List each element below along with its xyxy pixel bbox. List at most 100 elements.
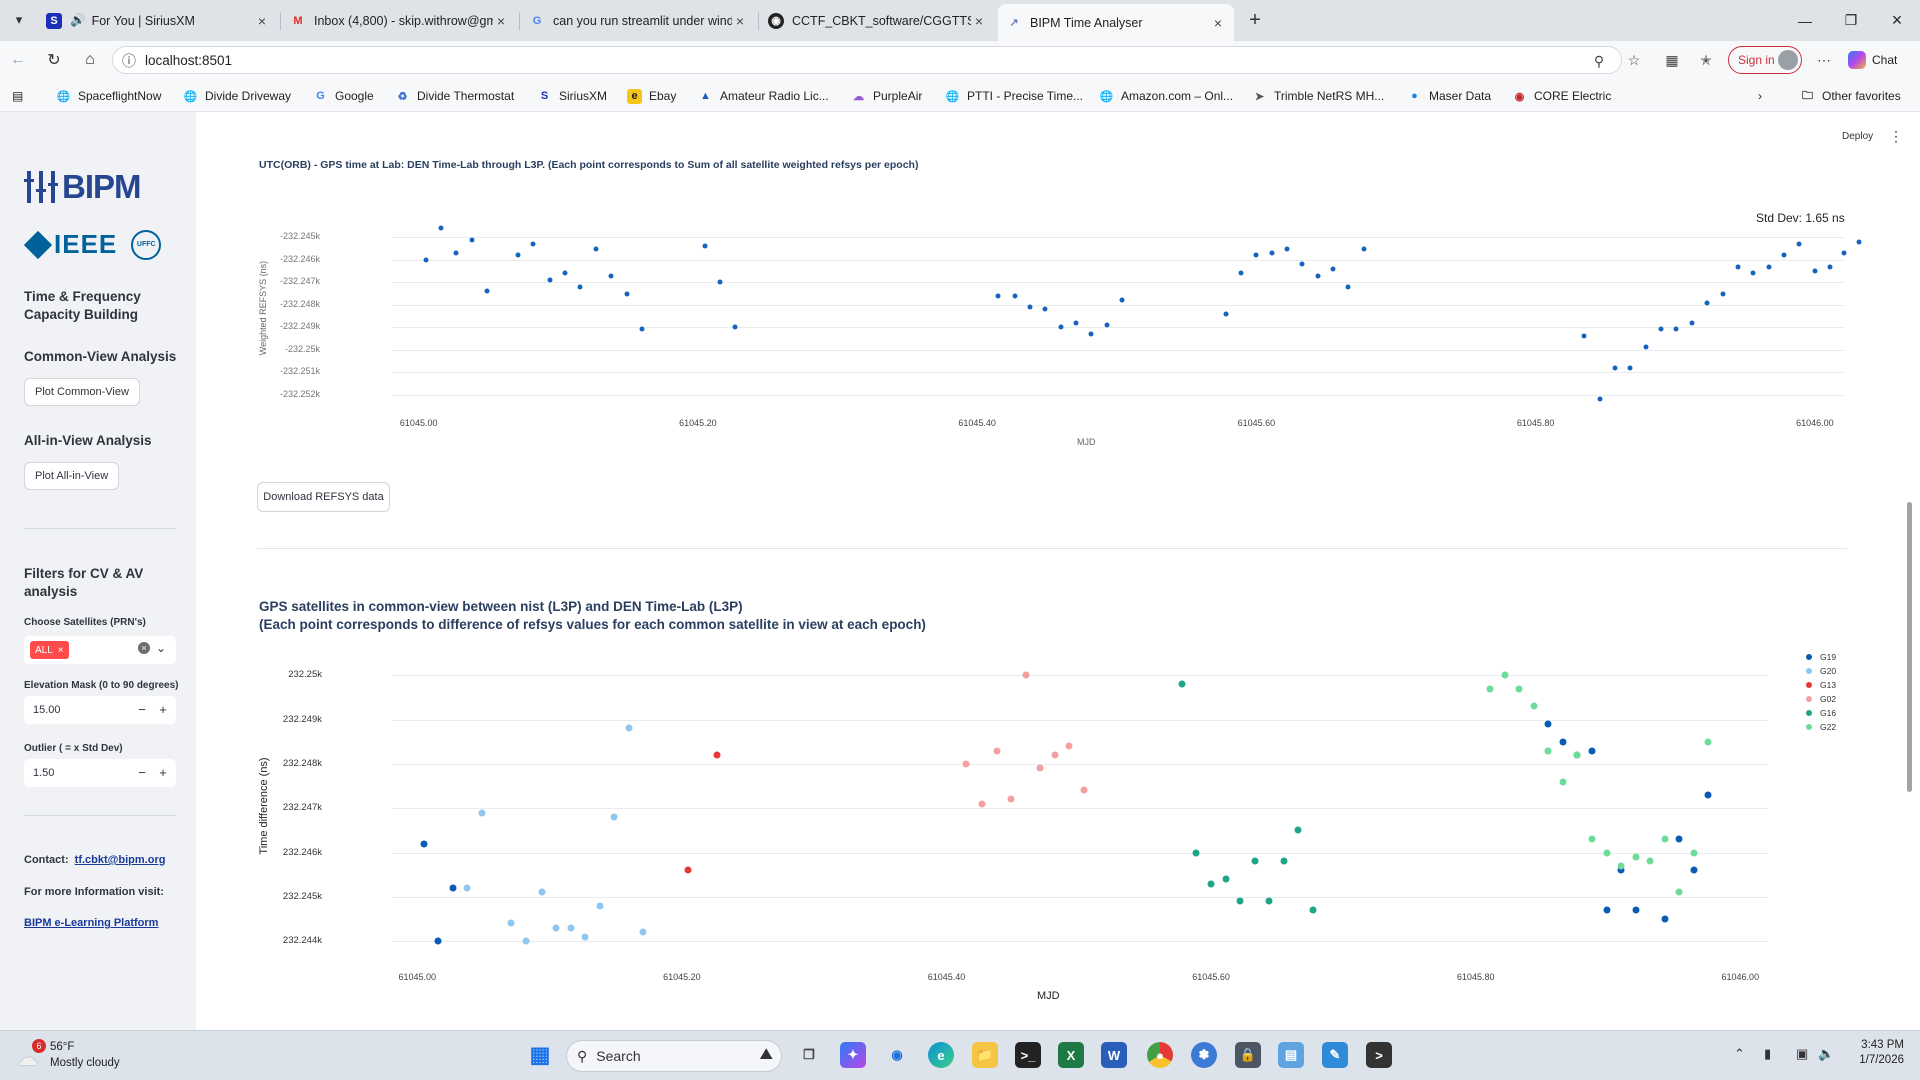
- chart2-point-g22: [1675, 888, 1683, 896]
- elevation-mask-label: Elevation Mask (0 to 90 degrees): [24, 680, 179, 691]
- chart1-point: [1238, 270, 1244, 276]
- favorites-icon[interactable]: ✭: [1700, 51, 1712, 68]
- home-icon[interactable]: ⌂: [85, 51, 95, 68]
- restore-button[interactable]: ❐: [1844, 12, 1858, 28]
- bookmark-divide-thermostat[interactable]: ♻ Divide Thermostat: [395, 87, 515, 105]
- increment-button[interactable]: +: [159, 702, 167, 717]
- cmd-icon[interactable]: >: [1366, 1042, 1392, 1068]
- chart2-point-g20: [581, 933, 589, 941]
- chart1-point: [593, 246, 599, 252]
- download-refsys-button[interactable]: Download REFSYS data: [257, 482, 390, 512]
- chevron-right-icon[interactable]: ›: [1758, 89, 1762, 103]
- new-tab-button[interactable]: +: [1249, 8, 1261, 31]
- tab-actions-button[interactable]: ▾: [15, 12, 23, 27]
- chart1-point: [1104, 322, 1110, 328]
- bookmark-amateur-radio[interactable]: ▲ Amateur Radio Lic...: [698, 87, 829, 105]
- satellite-chip-all[interactable]: ALL ×: [30, 641, 69, 659]
- decrement-button[interactable]: −: [138, 765, 146, 780]
- decrement-button[interactable]: −: [138, 702, 146, 717]
- legend-label: G22: [1820, 722, 1837, 732]
- chart1-point: [562, 270, 568, 276]
- minimize-button[interactable]: —: [1798, 12, 1812, 29]
- bookmark-trimble[interactable]: ➤ Trimble NetRS MH...: [1252, 87, 1384, 105]
- volume-icon[interactable]: 🔈: [1818, 1046, 1835, 1061]
- excel-icon[interactable]: X: [1058, 1042, 1084, 1068]
- increment-button[interactable]: +: [159, 765, 167, 780]
- outlier-input[interactable]: 1.50 − +: [24, 759, 176, 787]
- close-tab-icon[interactable]: ×: [974, 12, 984, 29]
- main-menu-icon[interactable]: ⋮: [1889, 128, 1903, 144]
- app-icon[interactable]: ✽: [1191, 1042, 1217, 1068]
- bookmark-siriusxm[interactable]: S SiriusXM: [537, 87, 607, 105]
- bookmark-purpleair[interactable]: ☁ PurpleAir: [853, 89, 923, 103]
- contact-email-link[interactable]: tf.cbkt@bipm.org: [74, 854, 166, 866]
- chart2-gridline: [392, 675, 1768, 677]
- clear-selection-icon[interactable]: ×: [138, 642, 150, 654]
- elevation-mask-input[interactable]: 15.00 − +: [24, 696, 176, 724]
- favorite-star-icon[interactable]: ☆: [1627, 51, 1641, 68]
- file-explorer-icon[interactable]: 📁: [972, 1042, 998, 1068]
- paint-icon[interactable]: ✎: [1322, 1042, 1348, 1068]
- page-scrollbar[interactable]: [1907, 502, 1912, 792]
- tab-bipm-time-analyser[interactable]: ↗ BIPM Time Analyser ×: [998, 4, 1234, 41]
- tray-chevron-icon[interactable]: ⌃: [1734, 1046, 1745, 1061]
- zoom-icon[interactable]: ⚲: [1593, 52, 1605, 69]
- extensions-icon[interactable]: ▦: [1665, 51, 1679, 68]
- close-window-button[interactable]: ×: [1891, 10, 1903, 30]
- elearning-link[interactable]: BIPM e-Learning Platform: [24, 917, 159, 929]
- task-view-icon[interactable]: ❐: [803, 1047, 815, 1062]
- plot-common-view-button[interactable]: Plot Common-View: [24, 378, 140, 406]
- sidebar: BIPM IEEE UFFC Time & Frequency Capacity…: [0, 112, 196, 1030]
- bookmark-divide-driveway[interactable]: 🌐 Divide Driveway: [183, 89, 292, 103]
- site-info-icon[interactable]: ⓘ: [122, 53, 136, 69]
- bookmark-core-electric[interactable]: ◉ CORE Electric: [1512, 87, 1612, 105]
- collections-icon[interactable]: ▤: [12, 89, 24, 103]
- satellite-multiselect[interactable]: ALL × × ⌄: [24, 636, 176, 664]
- close-tab-icon[interactable]: ×: [496, 12, 506, 29]
- chrome-icon[interactable]: ●: [1147, 1042, 1173, 1068]
- taskbar-search[interactable]: ⚲ Search ⛰: [566, 1040, 782, 1072]
- bookmark-google[interactable]: G Google: [313, 87, 373, 105]
- close-tab-icon[interactable]: ×: [735, 12, 745, 29]
- close-tab-icon[interactable]: ×: [1213, 14, 1223, 31]
- bookmark-ebay[interactable]: e Ebay: [627, 87, 676, 105]
- tab-github[interactable]: ◉ CCTF_CBKT_software/CGGTTS_Ana ×: [760, 6, 995, 35]
- bookmark-maser-data[interactable]: ● Maser Data: [1407, 87, 1491, 105]
- close-tab-icon[interactable]: ×: [257, 12, 267, 29]
- chevron-down-icon[interactable]: ⌄: [156, 641, 167, 655]
- tray-device-icon[interactable]: ▮: [1764, 1046, 1772, 1061]
- bookmark-amazon[interactable]: 🌐 Amazon.com – Onl...: [1099, 89, 1234, 103]
- widgets-icon[interactable]: ◉: [891, 1047, 903, 1062]
- chart1-y-tick: -232.249k: [279, 321, 320, 332]
- word-icon[interactable]: W: [1101, 1042, 1127, 1068]
- back-icon[interactable]: ←: [10, 51, 26, 68]
- edge-icon[interactable]: e: [928, 1042, 954, 1068]
- windows-start-icon[interactable]: ▦: [529, 1042, 551, 1067]
- legend-item-g22: G22: [1806, 722, 1836, 732]
- remove-chip-icon[interactable]: ×: [57, 644, 64, 656]
- chart2-point-g22: [1632, 853, 1640, 861]
- notepad-icon[interactable]: ▤: [1278, 1042, 1304, 1068]
- plot-all-in-view-button[interactable]: Plot All-in-View: [24, 462, 120, 490]
- bookmark-ptti[interactable]: 🌐 PTTI - Precise Time...: [945, 89, 1084, 103]
- tab-siriusxm[interactable]: S 🔊 For You | SiriusXM ×: [38, 6, 278, 35]
- weather-widget[interactable]: ☁ 6 56°F Mostly cloudy: [16, 1039, 146, 1073]
- other-favorites[interactable]: 🗀 Other favorites: [1802, 89, 1901, 103]
- copilot-icon[interactable]: ✦: [840, 1042, 866, 1068]
- deploy-button[interactable]: Deploy: [1842, 131, 1874, 142]
- chart2-point-g20: [552, 924, 560, 932]
- sign-in-button[interactable]: Sign in: [1728, 46, 1802, 74]
- bookmark-spaceflightnow[interactable]: 🌐 SpaceflightNow: [56, 89, 162, 103]
- tab-google-search[interactable]: G can you run streamlit under windo ×: [521, 6, 756, 35]
- clock[interactable]: 3:43 PM 1/7/2026: [1852, 1039, 1904, 1066]
- refresh-icon[interactable]: ↻: [47, 52, 61, 69]
- vpn-icon[interactable]: 🔒: [1235, 1042, 1261, 1068]
- address-field[interactable]: ⓘ localhost:8501 ⚲: [112, 46, 1622, 74]
- chart1-point: [1027, 304, 1033, 310]
- tab-gmail[interactable]: M Inbox (4,800) - skip.withrow@gma ×: [282, 6, 517, 35]
- chart1-point: [1299, 261, 1305, 267]
- copilot-chat-button[interactable]: Chat: [1848, 48, 1897, 72]
- terminal-icon[interactable]: >_: [1015, 1042, 1041, 1068]
- network-icon[interactable]: ▣: [1796, 1046, 1809, 1061]
- more-menu-icon[interactable]: ⋯: [1817, 51, 1831, 68]
